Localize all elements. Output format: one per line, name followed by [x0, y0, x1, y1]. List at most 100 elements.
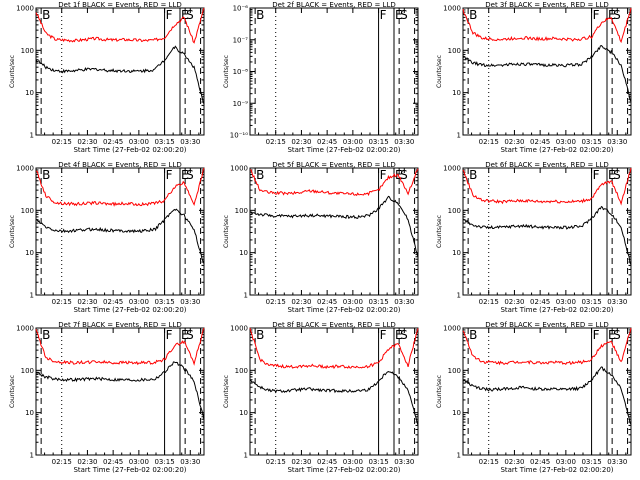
y-tick-label: 1000: [230, 325, 248, 333]
y-tick-label: 1: [457, 132, 461, 140]
y-axis-label: Counts/sec: [9, 375, 16, 408]
x-axis-label: Start Time (27-Feb-02 02:00:20): [500, 306, 613, 314]
marker-label-F: F: [593, 328, 600, 342]
panel-title: Det 6f BLACK = Events, RED = LLD: [485, 161, 608, 169]
y-tick-label: 1000: [16, 5, 34, 13]
x-axis-label: Start Time (27-Feb-02 02:00:20): [287, 306, 400, 314]
x-tick-label: 02:15: [479, 298, 499, 306]
y-tick-label: 10: [25, 249, 34, 257]
x-tick-label: 03:00: [343, 298, 363, 306]
x-tick-label: 02:30: [291, 298, 311, 306]
x-tick-label: 02:15: [52, 298, 72, 306]
x-tick-label: 02:30: [77, 458, 97, 466]
y-tick-label: 1000: [443, 5, 461, 13]
detector-panel-7: Det 7f BLACK = Events, RED = LLD 1 10 100 10…: [9, 321, 205, 474]
x-tick-label: 02:30: [77, 138, 97, 146]
y-tick-label: 10: [452, 89, 461, 97]
x-axis-label: Start Time (27-Feb-02 02:00:20): [287, 466, 400, 474]
x-tick-label: 02:15: [266, 298, 286, 306]
marker-label-F: F: [166, 328, 173, 342]
marker-label-E: E: [181, 328, 189, 342]
marker-label-S: S: [186, 8, 194, 22]
y-tick-label: 10⁻⁶: [233, 5, 249, 13]
y-tick-label: 100: [448, 367, 461, 375]
y-tick-label: 1000: [443, 165, 461, 173]
x-tick-label: 03:30: [607, 458, 627, 466]
lld-series-line: [35, 167, 205, 207]
marker-label-S: S: [186, 328, 194, 342]
y-tick-label: 100: [448, 47, 461, 55]
events-series-line: [462, 366, 632, 425]
panel-title: Det 5f BLACK = Events, RED = LLD: [272, 161, 395, 169]
x-tick-label: 02:30: [291, 458, 311, 466]
x-tick-label: 03:15: [154, 298, 174, 306]
events-series-line: [462, 205, 632, 266]
y-tick-label: 100: [235, 367, 248, 375]
x-tick-label: 03:30: [607, 298, 627, 306]
y-tick-label: 10: [452, 249, 461, 257]
marker-label-F: F: [380, 8, 387, 22]
x-tick-label: 02:45: [317, 138, 337, 146]
y-tick-label: 100: [21, 367, 34, 375]
x-axis-label: Start Time (27-Feb-02 02:00:20): [73, 306, 186, 314]
x-tick-label: 03:30: [394, 298, 414, 306]
plot-frame: [462, 327, 632, 456]
y-axis-label: Counts/sec: [436, 215, 443, 248]
detector-panel-3: Det 3f BLACK = Events, RED = LLD 1 10 100 10…: [436, 1, 632, 154]
lld-series-line: [35, 7, 205, 44]
x-tick-label: 02:15: [479, 138, 499, 146]
x-tick-label: 02:45: [530, 138, 550, 146]
marker-label-S: S: [613, 328, 621, 342]
x-tick-label: 03:15: [154, 138, 174, 146]
panel-title: Det 4f BLACK = Events, RED = LLD: [58, 161, 181, 169]
y-axis-label: Counts/sec: [436, 55, 443, 88]
x-tick-label: 02:30: [291, 138, 311, 146]
lld-series-line: [462, 167, 632, 206]
marker-label-B: B: [256, 328, 264, 342]
x-tick-label: 03:15: [368, 138, 388, 146]
detector-panel-5: Det 5f BLACK = Events, RED = LLD 1 10 100 10…: [223, 161, 419, 314]
marker-label-B: B: [256, 8, 264, 22]
marker-label-S: S: [400, 8, 408, 22]
y-axis-label: Counts/sec: [223, 375, 230, 408]
plot-frame: [35, 167, 205, 296]
x-tick-label: 02:15: [266, 138, 286, 146]
marker-label-E: E: [181, 8, 189, 22]
x-tick-label: 03:30: [180, 298, 200, 306]
events-series-line: [249, 195, 419, 258]
plot-frame: [462, 167, 632, 296]
x-axis-label: Start Time (27-Feb-02 02:00:20): [73, 466, 186, 474]
x-tick-label: 03:00: [129, 298, 149, 306]
lld-series-line: [249, 168, 419, 197]
panel-title: Det 8f BLACK = Events, RED = LLD: [272, 321, 395, 329]
x-tick-label: 02:45: [103, 138, 123, 146]
x-tick-label: 03:00: [556, 298, 576, 306]
marker-label-B: B: [42, 8, 50, 22]
detector-panel-1: Det 1f BLACK = Events, RED = LLD 1 10 100 10…: [9, 1, 205, 154]
x-tick-label: 03:30: [180, 138, 200, 146]
panel-title: Det 9f BLACK = Events, RED = LLD: [485, 321, 608, 329]
y-tick-label: 100: [21, 47, 34, 55]
y-tick-label: 10⁻⁷: [233, 36, 249, 44]
x-tick-label: 03:00: [556, 138, 576, 146]
marker-label-F: F: [593, 8, 600, 22]
x-tick-label: 02:15: [479, 458, 499, 466]
marker-label-E: E: [395, 8, 403, 22]
panel-title: Det 7f BLACK = Events, RED = LLD: [58, 321, 181, 329]
x-tick-label: 03:00: [343, 138, 363, 146]
x-tick-label: 03:15: [368, 458, 388, 466]
plot-frame: [35, 327, 205, 456]
plot-frame: [249, 167, 419, 296]
x-tick-label: 03:15: [581, 298, 601, 306]
marker-label-S: S: [613, 168, 621, 182]
marker-label-S: S: [400, 328, 408, 342]
y-tick-label: 1000: [230, 165, 248, 173]
plot-frame: [249, 327, 419, 456]
marker-label-F: F: [380, 328, 387, 342]
y-tick-label: 100: [448, 207, 461, 215]
x-tick-label: 03:00: [129, 138, 149, 146]
x-tick-label: 02:30: [77, 298, 97, 306]
y-axis-label: Counts/sec: [223, 215, 230, 248]
x-tick-label: 02:45: [317, 298, 337, 306]
